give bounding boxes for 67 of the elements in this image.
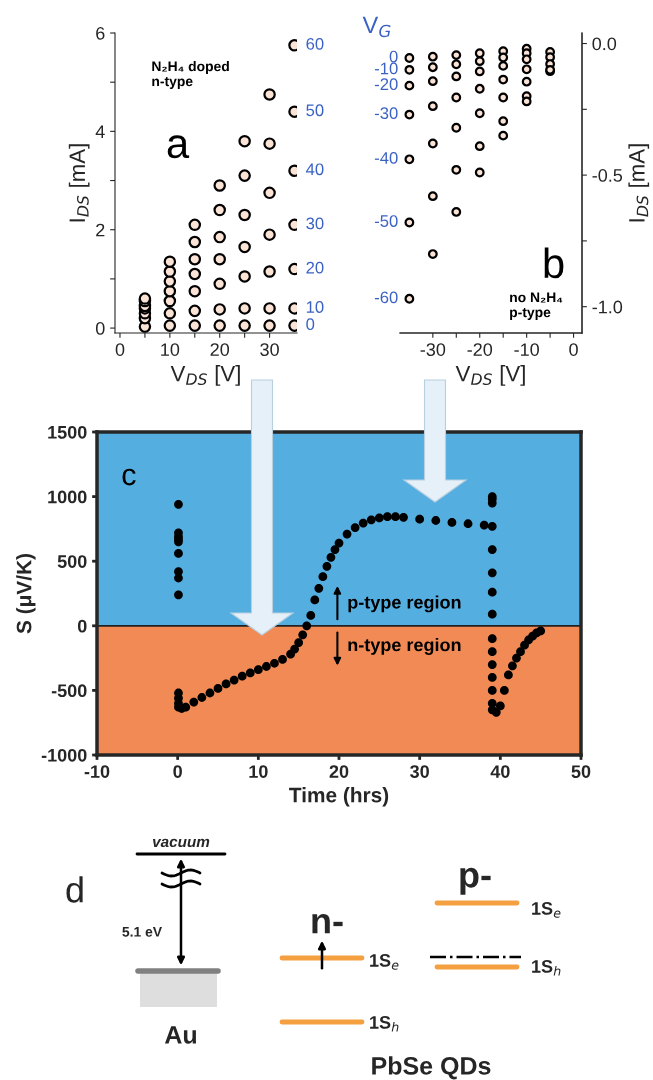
text: 1S$_{e}$ — [532, 902, 561, 918]
y2-tick-label: 0.0 — [592, 37, 617, 51]
x-tick-label: 30 — [260, 343, 279, 356]
text: 1S$_{h}$ — [532, 960, 561, 976]
text: 1S$_{e}$ — [370, 954, 399, 970]
series-label: 0 — [389, 50, 398, 63]
text: p- — [460, 867, 491, 895]
y2-tick-label: -0.5 — [592, 169, 623, 182]
annotation: c — [122, 468, 136, 486]
x-tick-label: -20 — [467, 343, 493, 356]
x-tick-label: -30 — [420, 343, 446, 356]
text: 1S$_{h}$ — [370, 1016, 399, 1032]
x-tick-label: 0 — [569, 343, 578, 356]
series-label: -40 — [374, 151, 398, 164]
text: V$_{G}$ — [362, 16, 391, 38]
annotation: a — [167, 135, 190, 159]
x-tick-label: 10 — [161, 343, 180, 356]
x-axis-title: V$_{DS}$ [V] — [455, 365, 525, 386]
x-tick-label: -10 — [514, 343, 539, 356]
y-tick-label: 4 — [95, 125, 105, 138]
text: n- — [312, 913, 343, 934]
text: PbSe QDs — [372, 1056, 491, 1080]
x-tick-label: 20 — [210, 343, 230, 356]
series-label: -20 — [374, 78, 398, 91]
y-tick-label: -1000 — [41, 748, 87, 762]
series-label: -10 — [374, 62, 398, 75]
text: d — [66, 876, 83, 903]
x-tick-label: 30 — [410, 765, 429, 779]
series-label: -30 — [374, 107, 398, 120]
x-tick-label: 10 — [249, 765, 268, 778]
x-tick-label: 50 — [571, 765, 591, 778]
y-tick-label: 6 — [96, 26, 105, 40]
x-tick-label: 0 — [115, 343, 125, 356]
x-tick-label: 40 — [490, 765, 510, 778]
annotation: n-type region — [348, 638, 461, 655]
y2-axis-title: I$_{DS}$ [mA] — [628, 144, 650, 222]
annotation: b — [544, 247, 564, 279]
x-tick-label: -10 — [84, 765, 110, 778]
y-tick-label: 500 — [57, 555, 87, 568]
series-label: 60 — [306, 37, 324, 50]
y-tick-label: 1000 — [48, 490, 87, 504]
y2-tick-label: -1.0 — [592, 300, 623, 314]
series-label: 20 — [306, 261, 324, 274]
x-tick-label: 0 — [173, 765, 182, 778]
text: vacuum — [152, 838, 210, 848]
text: 5.1 eV — [122, 927, 162, 937]
annotation: p-type region — [348, 595, 461, 613]
series-label: -60 — [374, 291, 398, 304]
series-label: 30 — [306, 217, 324, 230]
x-axis-title: Time (hrs) — [289, 787, 389, 807]
y-tick-label: 0 — [95, 322, 105, 335]
x-tick-label: 20 — [329, 765, 349, 778]
series-label: 50 — [306, 104, 324, 117]
y-axis-title: I$_{DS}$ [mA] — [68, 144, 90, 222]
series-label: -50 — [374, 215, 398, 227]
y-tick-label: -500 — [51, 684, 87, 698]
y-tick-label: 2 — [96, 223, 105, 237]
y-tick-label: 0 — [77, 619, 87, 633]
x-axis-title: V$_{DS}$ [V] — [170, 365, 240, 386]
annotation: N₂H₄ doped n-type — [152, 61, 229, 89]
series-label: 40 — [306, 163, 324, 176]
series-label: 0 — [306, 318, 315, 331]
series-label: 10 — [306, 301, 324, 313]
y-tick-label: 1500 — [48, 425, 87, 439]
annotation: no N₂H₄ p-type — [510, 292, 563, 320]
text: Au — [164, 1026, 197, 1044]
y-axis-title: S (μV/K) — [16, 554, 36, 634]
